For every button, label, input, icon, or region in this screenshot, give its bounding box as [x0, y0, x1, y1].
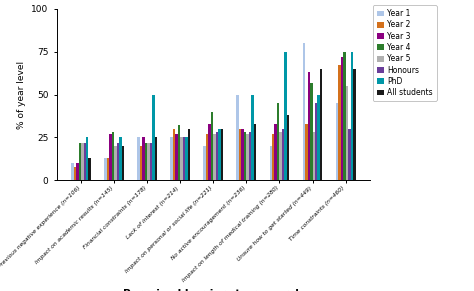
- Bar: [111, 132, 114, 180]
- Bar: [155, 138, 157, 180]
- Bar: [83, 143, 86, 180]
- Legend: Year 1, Year 2, Year 3, Year 4, Year 5, Honours, PhD, All students: Year 1, Year 2, Year 3, Year 4, Year 5, …: [373, 5, 437, 101]
- Bar: [180, 138, 182, 180]
- Bar: [305, 124, 308, 180]
- Bar: [188, 129, 190, 180]
- Bar: [104, 158, 107, 180]
- Bar: [86, 138, 89, 180]
- Bar: [351, 52, 353, 180]
- Bar: [249, 132, 251, 180]
- Bar: [150, 143, 152, 180]
- Bar: [175, 134, 178, 180]
- Bar: [312, 132, 315, 180]
- Bar: [178, 125, 180, 180]
- Bar: [117, 143, 119, 180]
- Bar: [239, 129, 241, 180]
- Bar: [221, 129, 223, 180]
- Bar: [348, 129, 351, 180]
- Bar: [284, 52, 287, 180]
- Bar: [246, 134, 249, 180]
- Bar: [251, 95, 254, 180]
- Bar: [170, 138, 173, 180]
- Bar: [272, 134, 274, 180]
- Bar: [203, 146, 206, 180]
- Bar: [145, 143, 147, 180]
- Bar: [218, 129, 221, 180]
- Bar: [282, 129, 284, 180]
- Bar: [79, 143, 81, 180]
- Bar: [274, 124, 277, 180]
- Bar: [310, 83, 312, 180]
- Bar: [338, 65, 341, 180]
- Bar: [109, 134, 111, 180]
- Bar: [107, 158, 109, 180]
- Bar: [346, 86, 348, 180]
- Bar: [341, 57, 343, 180]
- Bar: [81, 143, 83, 180]
- Bar: [209, 124, 211, 180]
- Bar: [182, 138, 185, 180]
- Bar: [277, 103, 280, 180]
- Y-axis label: % of year level: % of year level: [17, 61, 26, 129]
- Bar: [241, 129, 244, 180]
- Bar: [280, 132, 282, 180]
- Bar: [254, 124, 256, 180]
- Bar: [287, 115, 289, 180]
- Bar: [206, 134, 209, 180]
- Bar: [336, 103, 338, 180]
- Bar: [302, 43, 305, 180]
- Bar: [211, 112, 213, 180]
- Bar: [147, 143, 150, 180]
- Bar: [114, 146, 117, 180]
- Bar: [244, 132, 246, 180]
- Bar: [119, 138, 121, 180]
- Bar: [137, 138, 140, 180]
- X-axis label: Perceived barriers to research: Perceived barriers to research: [124, 289, 303, 291]
- Bar: [320, 69, 322, 180]
- Bar: [353, 69, 356, 180]
- Bar: [213, 134, 216, 180]
- Bar: [152, 95, 155, 180]
- Bar: [121, 146, 124, 180]
- Bar: [216, 132, 218, 180]
- Bar: [318, 95, 320, 180]
- Bar: [142, 138, 145, 180]
- Bar: [237, 95, 239, 180]
- Bar: [140, 146, 142, 180]
- Bar: [270, 146, 272, 180]
- Bar: [315, 103, 318, 180]
- Bar: [343, 52, 346, 180]
- Bar: [89, 158, 91, 180]
- Bar: [71, 163, 73, 180]
- Bar: [185, 138, 188, 180]
- Bar: [76, 163, 79, 180]
- Bar: [73, 167, 76, 180]
- Bar: [173, 129, 175, 180]
- Bar: [308, 72, 310, 180]
